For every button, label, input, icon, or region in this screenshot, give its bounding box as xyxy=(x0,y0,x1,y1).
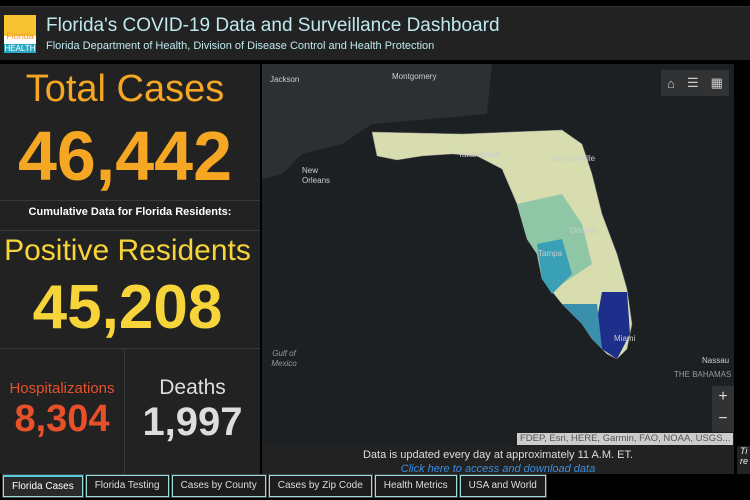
label-tallahassee: Tallahassee xyxy=(458,150,501,159)
zoom-in-button[interactable]: + xyxy=(718,388,728,405)
update-notice: Data is updated every day at approximate… xyxy=(362,449,634,461)
map-toolbar: ⌂ ☰ ▦ xyxy=(661,70,729,96)
label-bahamas: THE BAHAMAS xyxy=(674,370,732,379)
divider xyxy=(0,348,260,349)
tab-florida-testing[interactable]: Florida Testing xyxy=(84,474,170,498)
divider xyxy=(0,200,260,201)
zoom-control: + − xyxy=(712,386,734,432)
divider xyxy=(124,348,125,474)
tab-usa-and-world[interactable]: USA and World xyxy=(458,474,547,498)
central-florida-region xyxy=(517,194,592,284)
total-cases-value: 46,442 xyxy=(17,117,233,195)
stats-panel: Total Cases 46,442 Cumulative Data for F… xyxy=(0,64,260,474)
cumulative-label: Cumulative Data for Florida Residents: xyxy=(28,206,232,218)
header: Florida HEALTH Florida's COVID-19 Data an… xyxy=(0,6,750,60)
label-orlando: Orlando xyxy=(570,226,599,235)
hospitalizations-value: 8,304 xyxy=(14,398,110,440)
legend-list-icon[interactable]: ☰ xyxy=(686,75,699,90)
label-gulf-of-mexico: Gulf of Mexico xyxy=(271,349,297,368)
map-attribution: FDEP, Esri, HERE, Garmin, FAO, NOAA, USG… xyxy=(517,433,733,445)
zoom-out-button[interactable]: − xyxy=(718,410,728,427)
page-subtitle: Florida Department of Health, Division o… xyxy=(46,40,435,52)
total-cases-label: Total Cases xyxy=(25,68,225,110)
home-icon[interactable]: ⌂ xyxy=(667,75,675,91)
tab-florida-cases[interactable]: Florida Cases xyxy=(2,474,84,498)
label-nassau: Nassau xyxy=(702,356,730,365)
label-tampa: Tampa xyxy=(538,249,563,258)
south-florida-region xyxy=(562,304,602,349)
label-miami: Miami xyxy=(614,334,636,343)
label-jackson: Jackson xyxy=(270,75,300,84)
map-footer: Data is updated every day at approximate… xyxy=(262,446,734,474)
logo-florida-text: Florida xyxy=(6,31,34,41)
divider xyxy=(0,230,260,231)
tab-cases-by-county[interactable]: Cases by County xyxy=(170,474,267,498)
right-panel-text: Ti re xyxy=(737,446,750,474)
label-montgomery: Montgomery xyxy=(392,72,437,81)
map-view[interactable]: Jackson Montgomery New Orleans Tallahass… xyxy=(262,64,734,446)
hospitalizations-label: Hospitalizations xyxy=(9,380,115,397)
positive-residents-value: 45,208 xyxy=(32,273,223,342)
florida-health-logo: Florida HEALTH xyxy=(4,15,36,53)
download-data-link[interactable]: Click here to access and download data xyxy=(400,463,596,474)
tab-bar: Florida Cases Florida Testing Cases by C… xyxy=(0,474,750,500)
tab-cases-by-zip-code[interactable]: Cases by Zip Code xyxy=(267,474,373,498)
tampa-region xyxy=(537,239,572,294)
land-south-us xyxy=(262,64,492,179)
tab-health-metrics[interactable]: Health Metrics xyxy=(373,474,458,498)
logo-health-text: HEALTH xyxy=(4,44,36,53)
deaths-value: 1,997 xyxy=(142,400,243,444)
label-jacksonville: Jacksonville xyxy=(552,154,596,163)
deaths-label: Deaths xyxy=(159,376,226,399)
basemap-gallery-icon[interactable]: ▦ xyxy=(710,75,723,90)
positive-residents-label: Positive Residents xyxy=(4,234,251,267)
miami-dade-broward-region xyxy=(597,292,630,359)
map-shapes xyxy=(262,64,633,360)
page-title: Florida's COVID-19 Data and Surveillance… xyxy=(46,15,500,36)
label-new-orleans: New Orleans xyxy=(302,166,331,185)
